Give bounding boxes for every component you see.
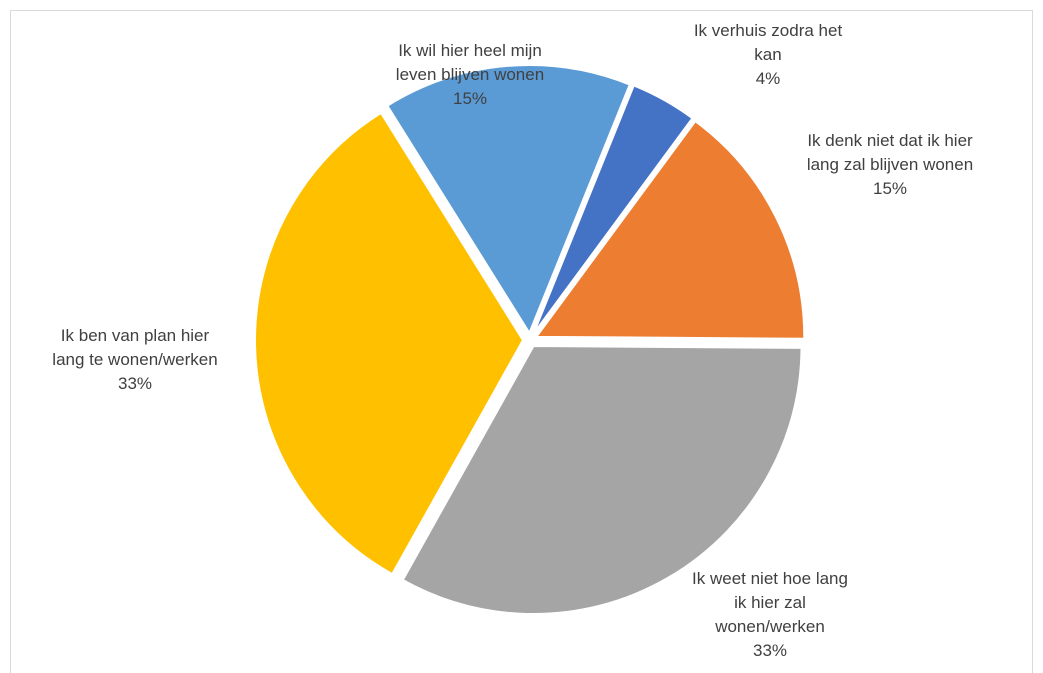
pie-slice (254, 111, 525, 576)
slice-label-category: Ik ben van plan hier lang te wonen/werke… (52, 326, 218, 369)
slice-label-value: 33% (752, 641, 788, 660)
slice-label-category: Ik verhuis zodra het kan (693, 21, 843, 64)
slice-label: Ik weet niet hoe lang ik hier zal wonen/… (685, 567, 855, 663)
pie-slice (532, 84, 694, 335)
pie-slice (534, 119, 806, 340)
slice-label: Ik ben van plan hier lang te wonen/werke… (50, 324, 220, 396)
slice-label-category: Ik weet niet hoe lang ik hier zal wonen/… (692, 569, 848, 636)
slice-label-value: 33% (117, 374, 153, 393)
slice-label-category: Ik denk niet dat ik hier lang zal blijve… (806, 131, 974, 174)
slice-label-value: 15% (872, 179, 908, 198)
chart-border (10, 10, 1033, 673)
pie-slice (401, 345, 803, 616)
pie-slice (385, 64, 632, 336)
slice-label-value: 15% (452, 89, 488, 108)
slice-label: Ik wil hier heel mijn leven blijven wone… (385, 39, 555, 111)
slice-label: Ik verhuis zodra het kan 4% (683, 19, 853, 91)
slice-label-category: Ik wil hier heel mijn leven blijven wone… (395, 41, 545, 84)
slice-label: Ik denk niet dat ik hier lang zal blijve… (805, 129, 975, 201)
slice-label-value: 4% (755, 69, 781, 88)
